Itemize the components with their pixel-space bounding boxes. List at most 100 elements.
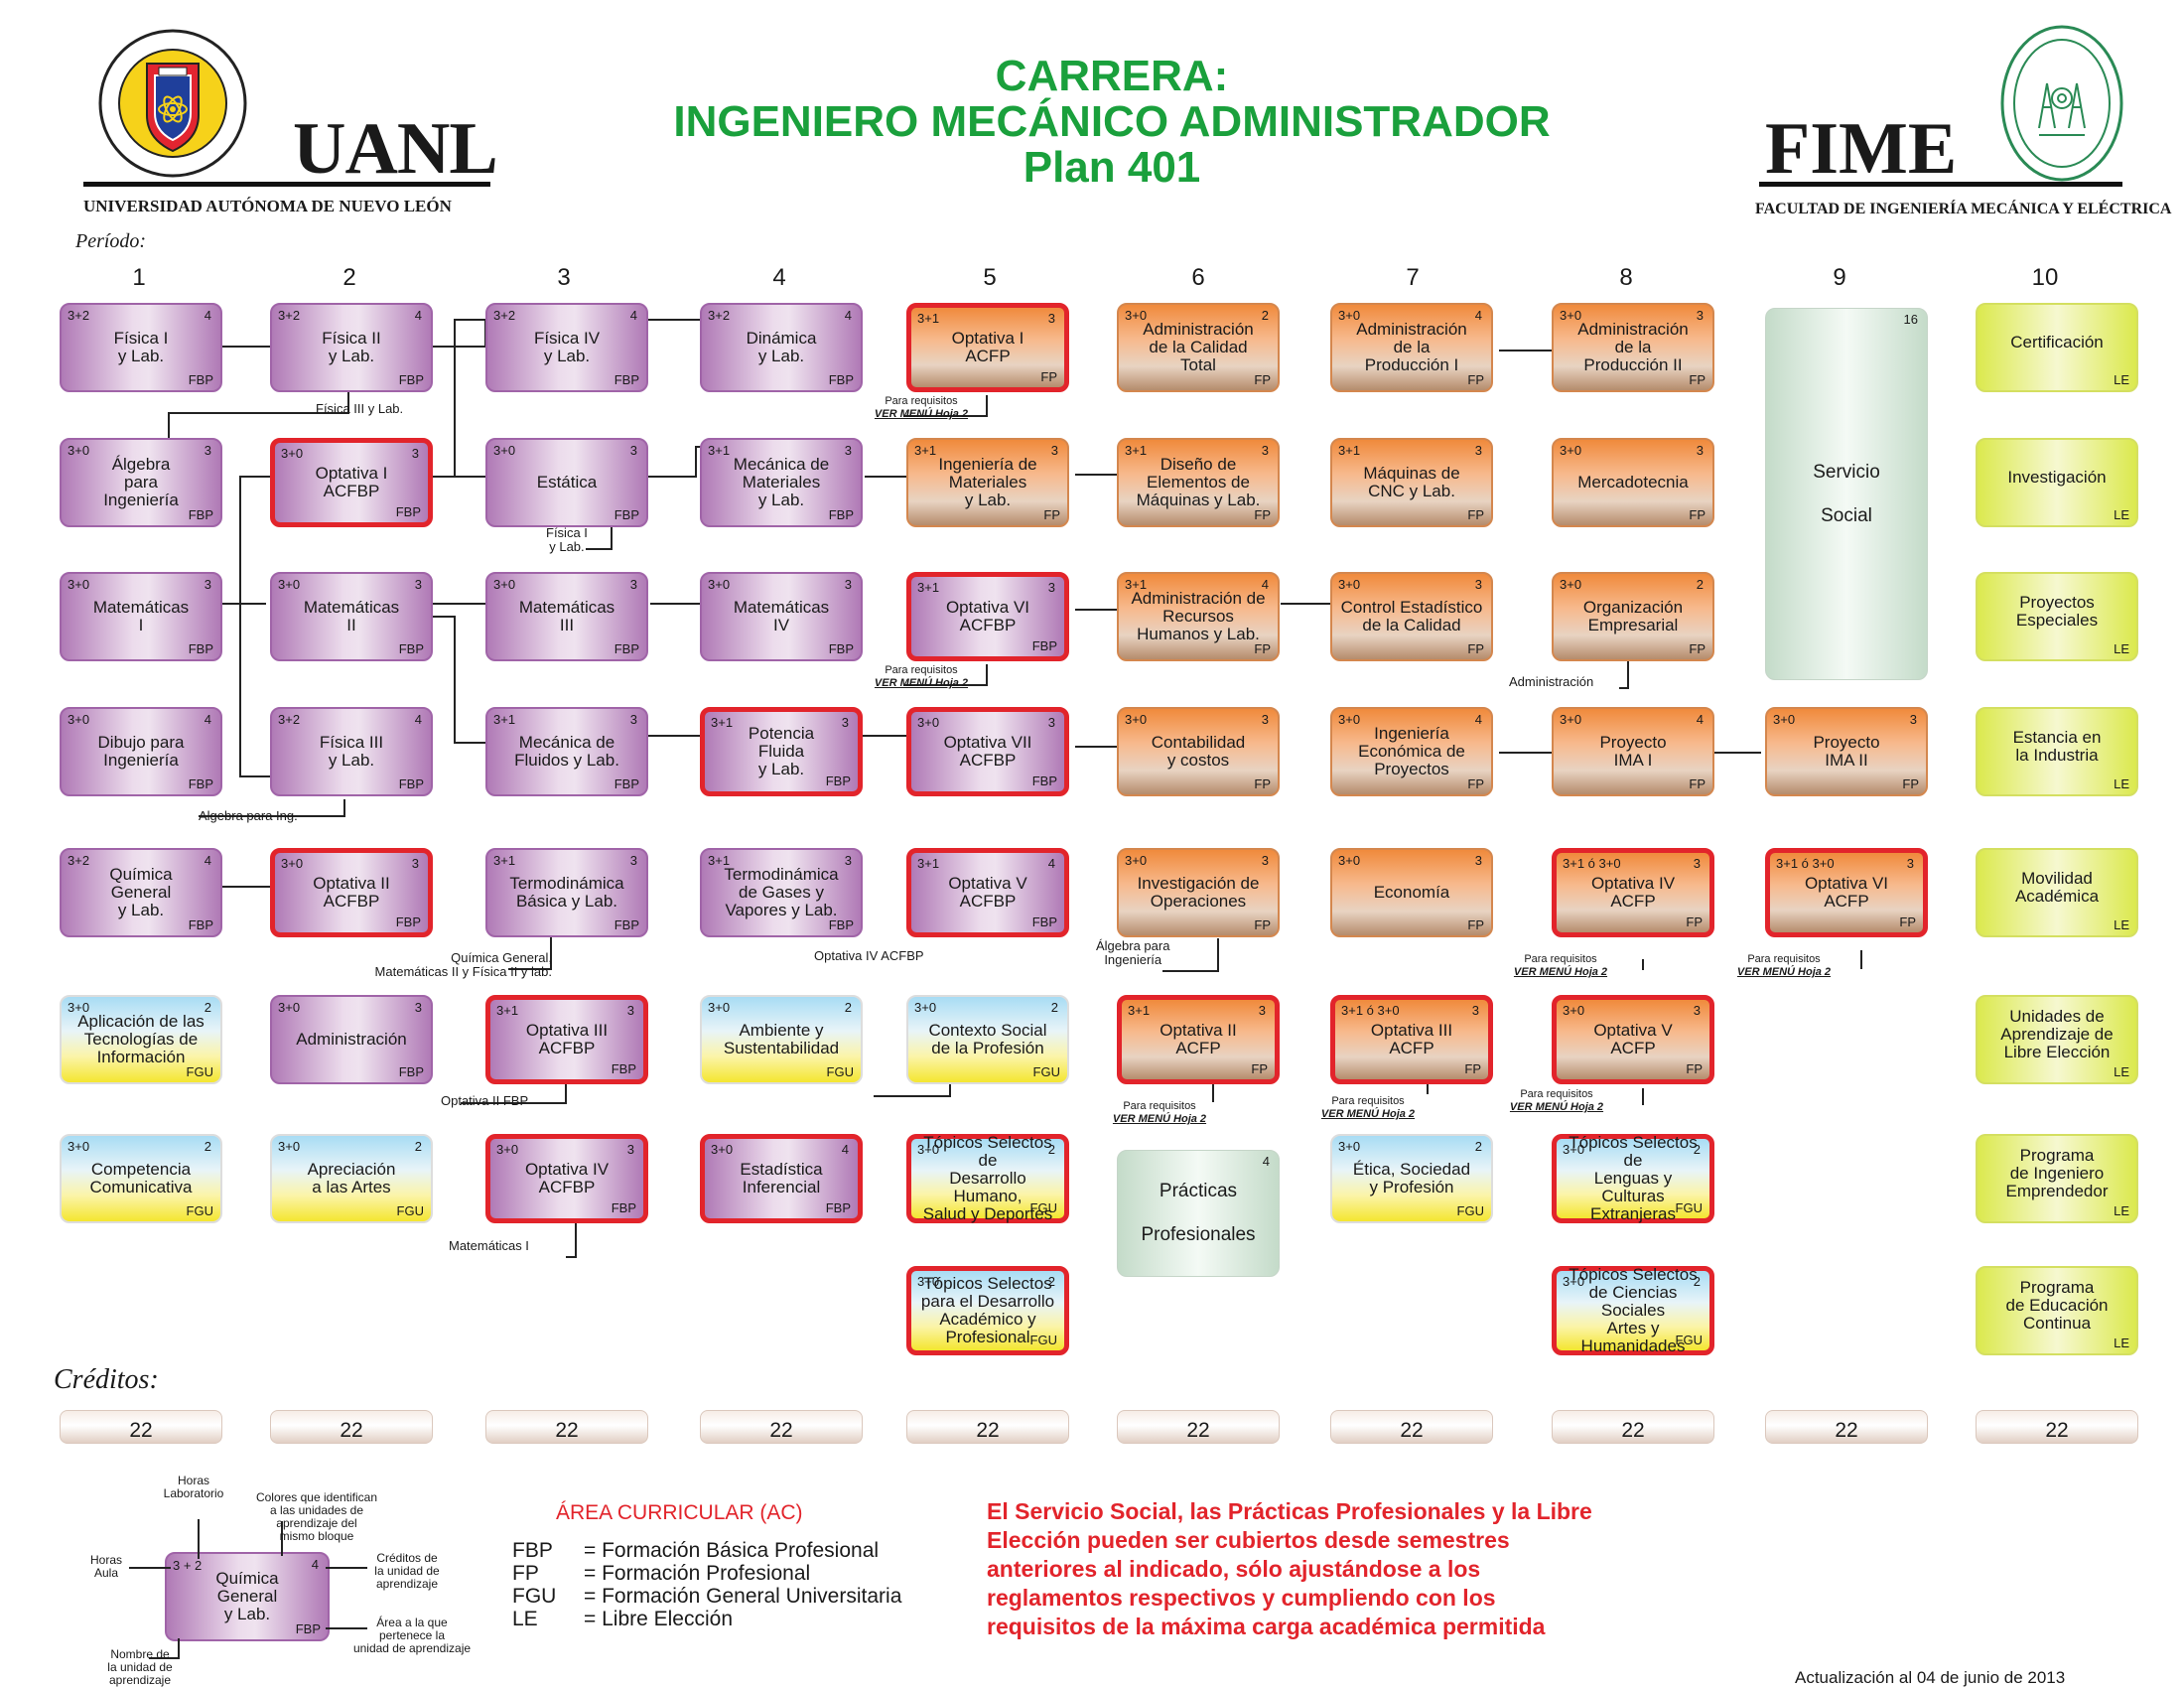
course-box[interactable]: 3+0 2 Aplicación de las Tecnologías de Inf… [60,995,222,1084]
period-credits: 22 [270,1410,433,1444]
course-box[interactable]: Proyectos Especiales LE [1976,572,2138,661]
course-box[interactable]: 16 Servicio Social [1765,308,1928,680]
course-box[interactable]: 3+0 3 Optativa V ACFP FP [1552,995,1714,1084]
course-box[interactable]: 3+1 ó 3+0 3 Optativa IV ACFP FP [1552,848,1714,937]
course-box[interactable]: 3+0 3 Investigación de Operaciones FP [1117,848,1280,937]
course-hours: 3+0 [496,1142,519,1157]
course-area: LE [2114,917,2129,932]
course-box[interactable]: 3+0 3 Matemáticas III FBP [485,572,648,661]
course-box[interactable]: 3+0 3 Álgebra para Ingeniería FBP [60,438,222,527]
course-box[interactable]: 3+1 3 Termodinámica de Gases y Vapores y L… [700,848,863,937]
course-box[interactable]: Investigación LE [1976,438,2138,527]
course-box[interactable]: 3+1 3 Máquinas de CNC y Lab. FP [1330,438,1493,527]
course-box[interactable]: Programa de Ingeniero Emprendedor LE [1976,1134,2138,1223]
course-box[interactable]: 3+0 3 Proyecto IMA II FP [1765,707,1928,796]
course-box[interactable]: 3+0 2 Ambiente y Sustentabilidad FGU [700,995,863,1084]
requisite-note-link[interactable]: VER MENÚ Hoja 2 [874,408,969,420]
course-hours: 3+0 [68,443,90,458]
requisite-note[interactable]: Para requisitos VER MENÚ Hoja 2 [1100,1100,1219,1126]
course-box[interactable]: 3+1 3 Mecánica de Fluidos y Lab. FBP [485,707,648,796]
course-name: Movilidad Académica [2014,869,2100,906]
course-box[interactable]: 3+1 3 Optativa II ACFP FP [1117,995,1280,1084]
course-box[interactable]: 3+0 3 Mercadotecnia FP [1552,438,1714,527]
course-box[interactable]: 3+2 4 Física III y Lab. FBP [270,707,433,796]
requisite-note[interactable]: Para requisitos VER MENÚ Hoja 2 [1497,1088,1616,1114]
course-box[interactable]: Certificación LE [1976,303,2138,392]
course-box[interactable]: Programa de Educación Continua LE [1976,1266,2138,1355]
course-box[interactable]: 3+1 ó 3+0 3 Optativa III ACFP FP [1330,995,1493,1084]
course-box[interactable]: 3+0 2 Tópicos Selectos de Ciencias Sociale… [1552,1266,1714,1355]
course-box[interactable]: 3+1 3 Optativa I ACFP FP [906,303,1069,392]
legend-area-note: Área a la que pertenece la unidad de apr… [352,1616,472,1655]
course-name: Control Estadístico de la Calidad [1340,598,1483,634]
course-box[interactable]: 3+0 2 Competencia Comunicativa FGU [60,1134,222,1223]
course-box[interactable]: Movilidad Académica LE [1976,848,2138,937]
course-box[interactable]: 3+0 3 Matemáticas II FBP [270,572,433,661]
course-box[interactable]: 3+0 2 Tópicos Selectos de Lenguas y Cultur… [1552,1134,1714,1223]
course-box[interactable]: Estancia en la Industria LE [1976,707,2138,796]
course-box[interactable]: 3+0 4 Dibujo para Ingeniería FBP [60,707,222,796]
course-name: Administración de Recursos Humanos y Lab… [1131,589,1266,643]
course-box[interactable]: 3+0 3 Contabilidad y costos FP [1117,707,1280,796]
course-box[interactable]: 3+0 4 Ingeniería Económica de Proyectos FP [1330,707,1493,796]
requisite-note[interactable]: Para requisitos VER MENÚ Hoja 2 [862,395,981,421]
period-number: 8 [1619,264,1633,291]
course-box[interactable]: 3+0 2 Ética, Sociedad y Profesión FGU [1330,1134,1493,1223]
course-area: FBP [1031,774,1057,788]
uanl-full-name: UNIVERSIDAD AUTÓNOMA DE NUEVO LEÓN [83,197,452,215]
course-box[interactable]: 3+0 3 Optativa II ACFBP FBP [270,848,433,937]
course-box[interactable]: 3+0 3 Estática FBP [485,438,648,527]
course-box[interactable]: 3+2 4 Física IV y Lab. FBP [485,303,648,392]
course-credits: 2 [1047,1274,1055,1289]
course-box[interactable]: 3+0 3 Optativa IV ACFBP FBP [485,1134,648,1223]
legend-sample-hours: 3 + 2 [173,1558,203,1573]
requisite-note-link[interactable]: VER MENÚ Hoja 2 [1320,1108,1416,1120]
course-box[interactable]: 3+2 4 Química General y Lab. FBP [60,848,222,937]
course-box[interactable]: 3+0 3 Economía FP [1330,848,1493,937]
requisite-note-link[interactable]: VER MENÚ Hoja 2 [1736,966,1832,978]
course-box[interactable]: 3+1 4 Optativa V ACFBP FBP [906,848,1069,937]
course-box[interactable]: 3+0 2 Contexto Social de la Profesión FGU [906,995,1069,1084]
course-box[interactable]: 3+0 3 Control Estadístico de la Calidad FP [1330,572,1493,661]
course-box[interactable]: 3+2 4 Física I y Lab. FBP [60,303,222,392]
course-credits: 3 [204,577,211,592]
requisite-note-link[interactable]: VER MENÚ Hoja 2 [1513,966,1608,978]
course-box[interactable]: 3+0 2 Tópicos Selectos de Desarrollo Human… [906,1134,1069,1223]
course-box[interactable]: 3+1 3 Optativa VI ACFBP FBP [906,572,1069,661]
course-box[interactable]: 3+1 3 Termodinámica Básica y Lab. FBP [485,848,648,937]
course-box[interactable]: 3+0 2 Apreciación a las Artes FGU [270,1134,433,1223]
course-box[interactable]: 3+0 3 Optativa I ACFBP FBP [270,438,433,527]
course-box[interactable]: 3+1 3 Ingeniería de Materiales y Lab. FP [906,438,1069,527]
course-box[interactable]: 4 Prácticas Profesionales [1117,1150,1280,1277]
course-box[interactable]: 3+0 3 Optativa VII ACFBP FBP [906,707,1069,796]
course-box[interactable]: 3+2 4 Física II y Lab. FBP [270,303,433,392]
period-credits: 22 [1552,1410,1714,1444]
requisite-note-link[interactable]: VER MENÚ Hoja 2 [1509,1101,1604,1113]
course-box[interactable]: 3+0 4 Proyecto IMA I FP [1552,707,1714,796]
requisite-note-link[interactable]: VER MENÚ Hoja 2 [1112,1113,1207,1125]
course-box[interactable]: Unidades de Aprendizaje de Libre Elecció… [1976,995,2138,1084]
requisite-note-link[interactable]: VER MENÚ Hoja 2 [874,677,969,689]
course-box[interactable]: 3+0 4 Estadística Inferencial FBP [700,1134,863,1223]
requisite-note[interactable]: Para requisitos VER MENÚ Hoja 2 [1501,953,1620,979]
course-box[interactable]: 3+1 4 Administración de Recursos Humanos y… [1117,572,1280,661]
course-box[interactable]: 3+1 3 Mecánica de Materiales y Lab. FBP [700,438,863,527]
course-name: Competencia Comunicativa [89,1160,193,1196]
requisite-note[interactable]: Para requisitos VER MENÚ Hoja 2 [862,664,981,690]
course-box[interactable]: 3+0 4 Administración de la Producción I FP [1330,303,1493,392]
course-box[interactable]: 3+0 2 Administración de la Calidad Total FP [1117,303,1280,392]
course-box[interactable]: 3+0 3 Administración de la Producción II FP [1552,303,1714,392]
ac-desc: = Formación Básica Profesional [584,1539,880,1562]
course-box[interactable]: 3+1 3 Potencia Fluida y Lab. FBP [700,707,863,796]
course-box[interactable]: 3+1 3 Diseño de Elementos de Máquinas y La… [1117,438,1280,527]
course-box[interactable]: 3+0 3 Administración FBP [270,995,433,1084]
course-box[interactable]: 3+1 ó 3+0 3 Optativa VI ACFP FP [1765,848,1928,937]
course-box[interactable]: 3+1 3 Optativa III ACFBP FBP [485,995,648,1084]
requisite-note[interactable]: Para requisitos VER MENÚ Hoja 2 [1308,1095,1428,1121]
requisite-note[interactable]: Para requisitos VER MENÚ Hoja 2 [1724,953,1843,979]
course-box[interactable]: 3+0 2 Organización Empresarial FP [1552,572,1714,661]
course-box[interactable]: 3+0 3 Matemáticas IV FBP [700,572,863,661]
course-box[interactable]: 3+2 4 Dinámica y Lab. FBP [700,303,863,392]
course-box[interactable]: 3+0 3 Matemáticas I FBP [60,572,222,661]
course-box[interactable]: 3+0 2 Tópicos Selectos para el Desarrollo … [906,1266,1069,1355]
